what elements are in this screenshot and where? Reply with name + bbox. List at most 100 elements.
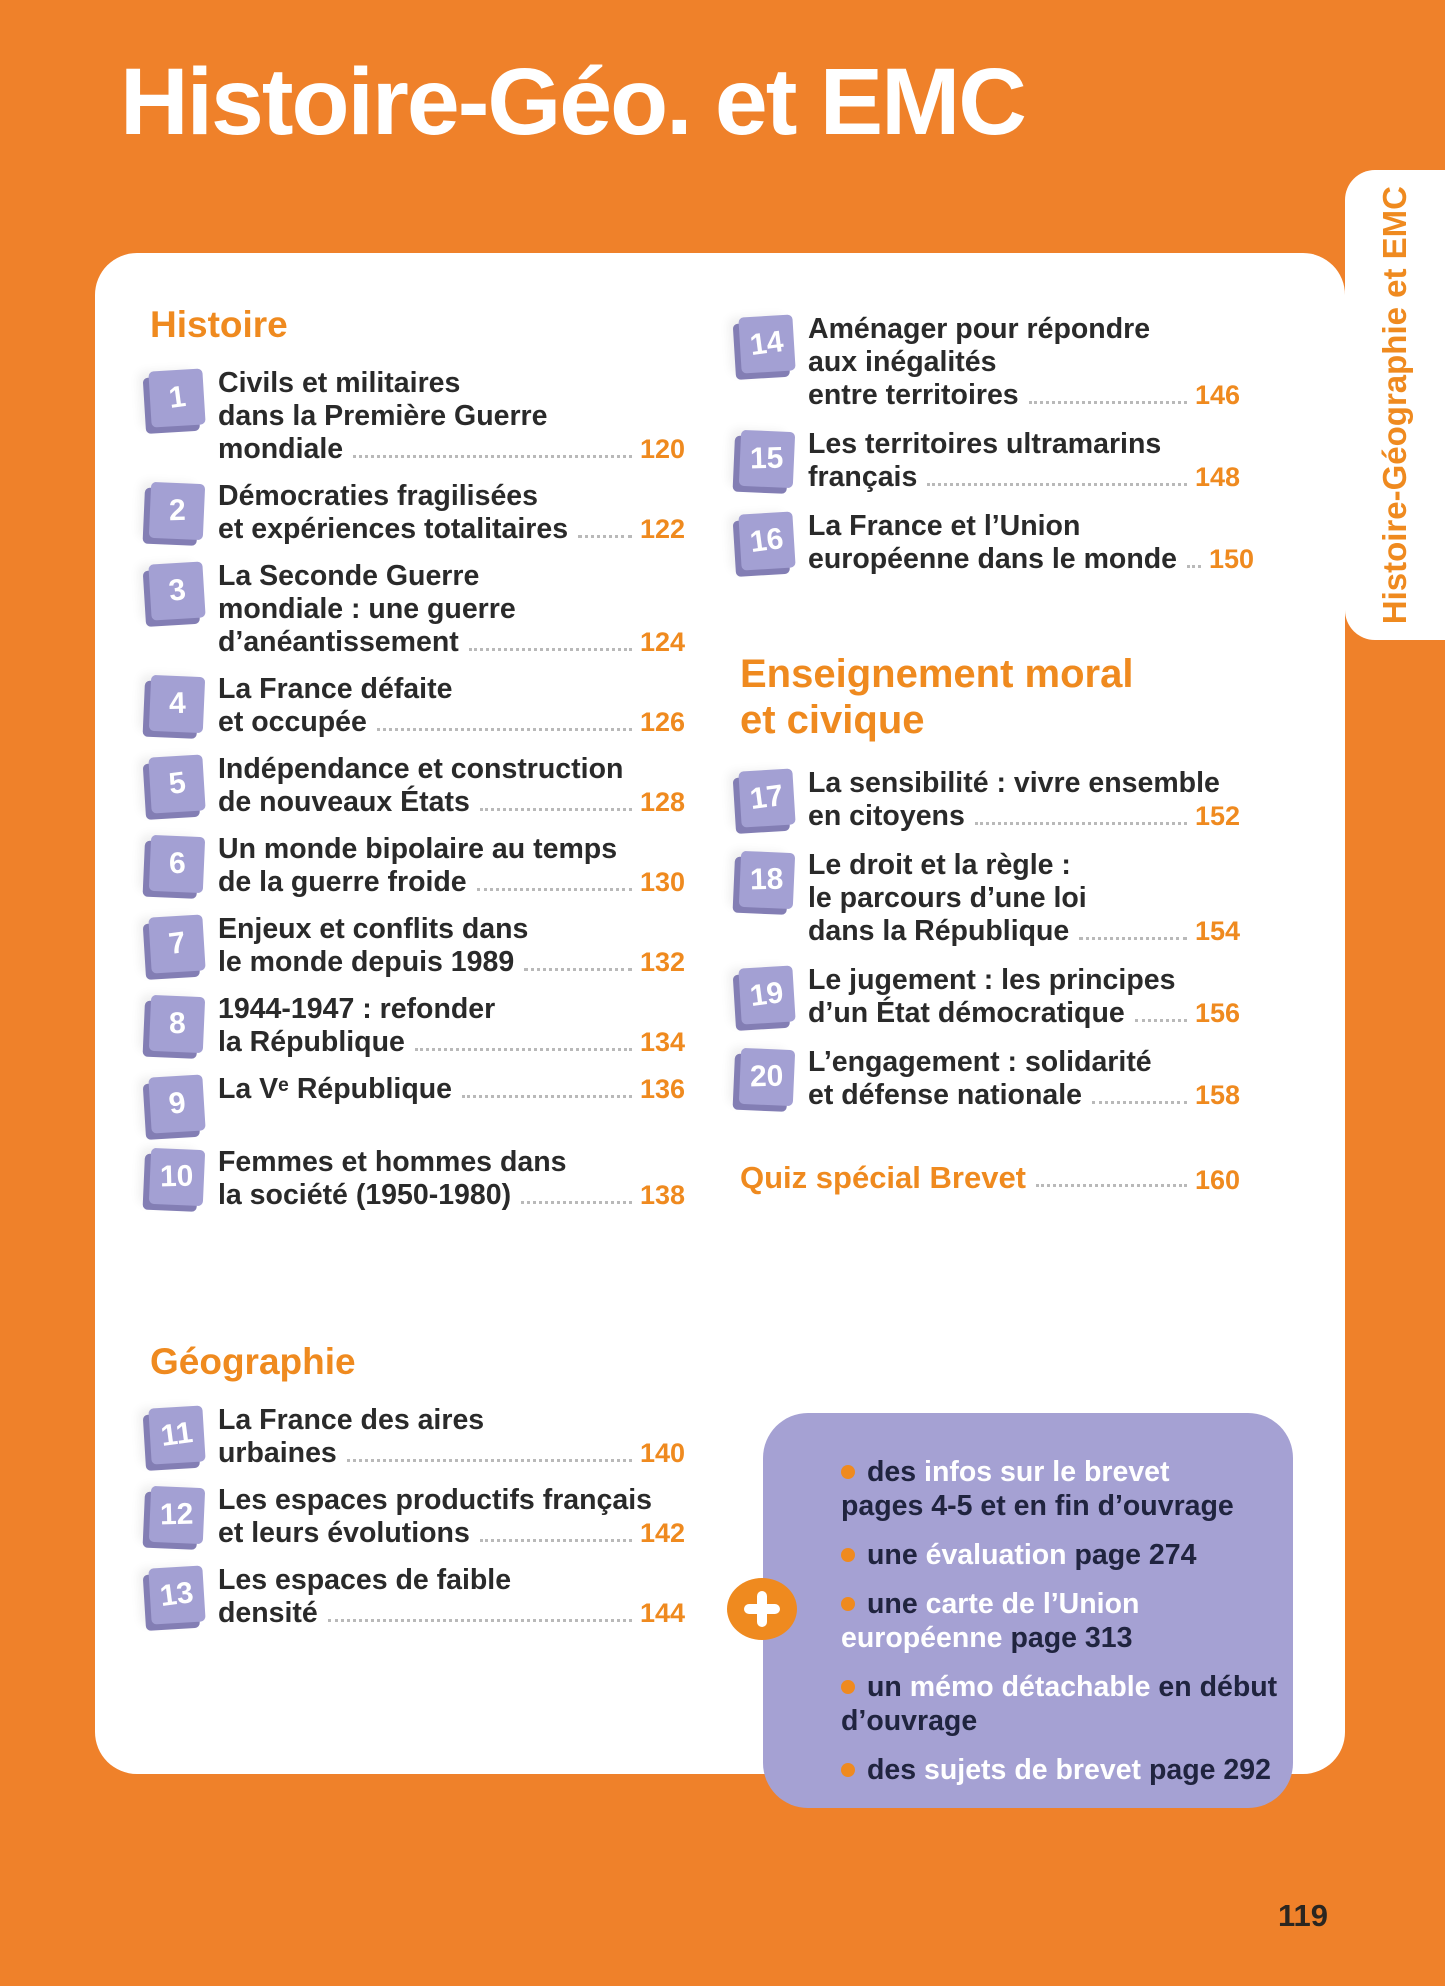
chapter-number: 16 <box>748 521 786 560</box>
page-ref: 152 <box>1194 801 1240 831</box>
dotted-leader <box>1079 937 1187 940</box>
chapter-number-badge: 14 <box>738 314 796 374</box>
page-ref: 158 <box>1194 1080 1240 1110</box>
chapter-title: Démocraties fragilisées et expériences to… <box>218 480 685 546</box>
chapter-number: 13 <box>158 1575 196 1614</box>
dotted-leader <box>524 968 632 971</box>
dotted-leader <box>927 483 1187 486</box>
chapter-number-badge: 3 <box>148 561 206 621</box>
chapter-title-text: et leurs évolutions <box>218 1517 470 1549</box>
extras-text-segment: page 313 <box>1002 1622 1133 1654</box>
extras-item-line: d’ouvrage <box>841 1704 1255 1738</box>
chapter-title-text: Les espaces productifs français <box>218 1484 653 1516</box>
chapter-title-text: Aménager pour répondre <box>808 313 1151 345</box>
chapter-title-text: la société (1950-1980) <box>218 1179 512 1211</box>
chapter-title-lastline: et expériences totalitaires 122 <box>218 513 685 546</box>
chapter-title-text: mondiale <box>218 433 344 465</box>
chapter-title-text: La Vᵉ République <box>218 1073 452 1105</box>
chapter-number-badge: 17 <box>738 768 796 828</box>
chapter-title-text: La Seconde Guerre <box>218 560 480 592</box>
toc-item: 20 L’engagement : solidarité et défense na… <box>738 1046 1240 1112</box>
chapter-title-text: Démocraties fragilisées <box>218 480 538 512</box>
dotted-leader <box>1028 401 1187 404</box>
chapter-title: Les espaces productifs français et leurs … <box>218 1484 685 1550</box>
plus-icon <box>727 1578 797 1640</box>
chapter-title-text: La France et l’Union <box>808 510 1081 542</box>
emc-item-list: 17 La sensibilité : vivre ensemble en cito… <box>738 767 1240 1112</box>
page-ref: 150 <box>1209 544 1255 574</box>
chapter-title-text: urbaines <box>218 1437 337 1469</box>
chapter-title-text: Les territoires ultramarins <box>808 428 1162 460</box>
toc-item: 9 La Vᵉ République 136 <box>148 1073 685 1134</box>
chapter-number-badge: 1 <box>148 368 206 428</box>
emc-heading-line2: et civique <box>740 698 925 742</box>
dotted-leader <box>974 822 1187 825</box>
chapter-title: La Seconde Guerre mondiale : une guerre d’… <box>218 560 685 659</box>
page-ref: 148 <box>1194 462 1240 492</box>
chapter-title-text: Indépendance et construction <box>218 753 624 785</box>
toc-item: 14 Aménager pour répondre aux inégalités en… <box>738 313 1240 412</box>
geographie-item-list: 11 La France des aires urbaines 140 12 Les es… <box>148 1404 685 1630</box>
page-ref: 120 <box>639 434 685 464</box>
chapter-number: 7 <box>166 926 188 961</box>
chapter-title: La Vᵉ République 136 <box>218 1073 685 1132</box>
page-ref: 126 <box>639 707 685 737</box>
chapter-title-text: dans la Première Guerre <box>218 400 548 432</box>
toc-item: 18 Le droit et la règle : le parcours d’un… <box>738 849 1240 948</box>
chapter-number: 10 <box>159 1159 195 1194</box>
chapter-number-badge: 4 <box>148 674 206 734</box>
dotted-leader <box>376 728 632 731</box>
chapter-title-lastline: de nouveaux États 128 <box>218 786 685 819</box>
chapter-title: La France défaite et occupée 126 <box>218 673 685 739</box>
dotted-leader <box>327 1619 632 1622</box>
dotted-leader <box>414 1048 632 1051</box>
page-ref: 124 <box>639 627 685 657</box>
extras-text-segment: européenne <box>841 1622 1003 1654</box>
chapter-title-lastline: d’anéantissement 124 <box>218 626 685 659</box>
page-ref: 132 <box>639 947 685 977</box>
folio: 119 <box>1278 1898 1329 1933</box>
toc-item: 5 Indépendance et construction de nouveaux… <box>148 753 685 819</box>
page-ref: 122 <box>639 514 685 544</box>
toc-item: 15 Les territoires ultramarins français 148 <box>738 428 1240 494</box>
chapter-number-badge: 7 <box>148 914 206 974</box>
dotted-leader <box>468 648 632 651</box>
extras-text-segment: évaluation <box>925 1539 1067 1571</box>
chapter-title: Le droit et la règle : le parcours d’une … <box>808 849 1240 948</box>
chapter-title-lastline: la République 134 <box>218 1026 685 1059</box>
extras-item-line: un mémo détachable en début <box>841 1670 1277 1704</box>
chapter-number-badge: 12 <box>148 1485 206 1545</box>
chapter-title-text: le parcours d’une loi <box>808 882 1087 914</box>
chapter-number-badge: 20 <box>738 1047 796 1107</box>
chapter-title-text: La France défaite <box>218 673 453 705</box>
chapter-title-text: français <box>808 461 918 493</box>
extras-text-segment: page 274 <box>1066 1539 1197 1571</box>
extras-text-segment: des <box>867 1456 925 1488</box>
chapter-title-lastline: le monde depuis 1989 132 <box>218 946 685 979</box>
toc-item: 4 La France défaite et occupée 126 <box>148 673 685 739</box>
chapter-number: 12 <box>159 1497 195 1532</box>
extras-item-line: une carte de l’Union <box>841 1587 1255 1621</box>
chapter-title-lastline: et occupée 126 <box>218 706 685 739</box>
chapter-title: Le jugement : les principes d’un État dém… <box>808 964 1240 1030</box>
extras-text-segment: mémo détachable <box>909 1671 1151 1703</box>
page-ref: 154 <box>1194 916 1240 946</box>
emc-heading: Enseignement moral et civique <box>740 651 1240 743</box>
extras-item-line: une évaluation page 274 <box>841 1538 1255 1572</box>
chapter-number: 3 <box>166 573 188 608</box>
chapter-title: L’engagement : solidarité et défense nati… <box>808 1046 1240 1112</box>
chapter-title-text: et défense nationale <box>808 1079 1082 1111</box>
toc-item: 10 Femmes et hommes dans la société (1950-… <box>148 1146 685 1212</box>
page-ref: 134 <box>639 1027 685 1057</box>
chapter-title: Aménager pour répondre aux inégalités entr… <box>808 313 1240 412</box>
page-ref: 140 <box>639 1438 685 1468</box>
chapter-number-badge: 16 <box>738 511 796 571</box>
extras-text-segment: pages 4-5 et en fin d’ouvrage <box>841 1490 1234 1522</box>
extras-item: une carte de l’Union européenne page 313 <box>841 1587 1255 1655</box>
quiz-label: Quiz spécial Brevet <box>740 1160 1027 1195</box>
chapter-number: 20 <box>749 1059 785 1094</box>
chapter-title-lastline: urbaines 140 <box>218 1437 685 1470</box>
toc-item: 6 Un monde bipolaire au temps de la guerre… <box>148 833 685 899</box>
chapter-title: Enjeux et conflits dans le monde depuis 1… <box>218 913 685 979</box>
extras-item: un mémo détachable en début d’ouvrage <box>841 1670 1277 1738</box>
